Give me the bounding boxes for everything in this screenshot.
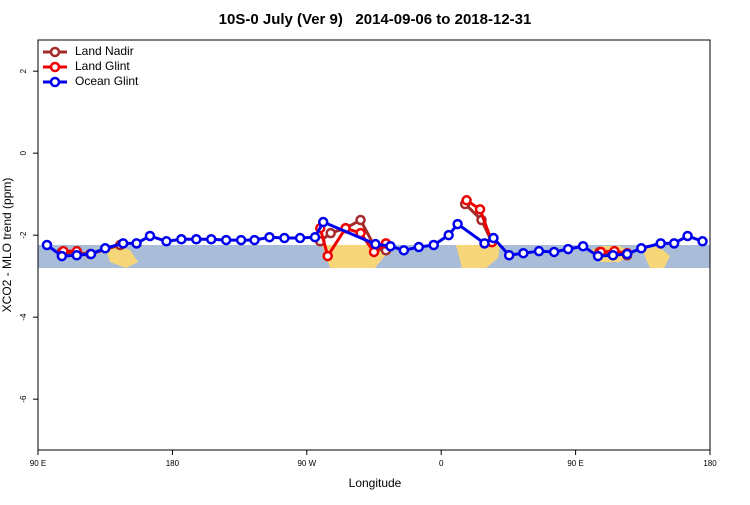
- point: [697, 236, 708, 247]
- point: [428, 239, 439, 251]
- legend-marker: [49, 76, 61, 88]
- point: [668, 238, 680, 249]
- point: [461, 195, 472, 206]
- x-tick-label: 180: [166, 459, 180, 468]
- point: [607, 250, 619, 261]
- point: [85, 248, 97, 260]
- point: [322, 250, 333, 262]
- point: [279, 232, 290, 244]
- point: [479, 238, 490, 249]
- point: [99, 243, 111, 254]
- point: [577, 240, 589, 252]
- point: [443, 229, 454, 241]
- x-tick-label: 90 E: [567, 459, 583, 468]
- point: [131, 238, 142, 249]
- point: [191, 234, 202, 245]
- point: [355, 214, 366, 226]
- point: [220, 234, 232, 246]
- x-tick-label: 0: [439, 459, 444, 468]
- point: [682, 230, 693, 242]
- point: [655, 238, 666, 249]
- point: [474, 204, 486, 215]
- y-axis-label: XCO2 - MLO trend (ppm): [0, 178, 14, 313]
- series-line: [63, 199, 628, 260]
- point: [56, 250, 68, 262]
- point: [117, 238, 129, 249]
- point: [249, 234, 260, 246]
- point: [370, 238, 381, 250]
- legend-marker: [49, 46, 61, 58]
- y-tick-label: 0: [19, 150, 28, 155]
- point: [518, 247, 529, 259]
- point: [176, 234, 187, 245]
- x-axis-label: Longitude: [349, 476, 402, 490]
- point: [264, 231, 275, 243]
- point: [161, 236, 172, 247]
- point: [503, 250, 515, 261]
- point: [562, 243, 574, 255]
- point: [592, 250, 604, 262]
- point: [413, 241, 425, 253]
- plot-frame: [37, 39, 711, 451]
- chart-title: 10S-0 July (Ver 9) 2014-09-06 to 2018-12…: [219, 11, 532, 28]
- point: [533, 245, 545, 257]
- point: [488, 232, 499, 244]
- y-tick-label: -4: [19, 313, 28, 321]
- point: [309, 231, 321, 243]
- point: [636, 243, 647, 254]
- point: [205, 234, 217, 245]
- y-tick-label: -6: [19, 395, 28, 403]
- x-tick-label: 180: [703, 459, 717, 468]
- point: [385, 240, 396, 252]
- y-tick-label: 2: [19, 68, 28, 73]
- point: [621, 248, 633, 260]
- point: [398, 245, 410, 256]
- point: [317, 216, 329, 228]
- point: [235, 234, 247, 246]
- point: [144, 230, 156, 242]
- x-tick-label: 90 W: [297, 459, 316, 468]
- legend-label: Land Nadir: [75, 44, 134, 58]
- legend-marker: [49, 61, 61, 73]
- point: [41, 239, 53, 251]
- legend-label: Ocean Glint: [75, 74, 139, 88]
- x-tick-label: 90 E: [30, 459, 46, 468]
- point: [452, 218, 463, 230]
- point: [325, 227, 336, 239]
- point: [294, 232, 306, 244]
- y-tick-label: -2: [19, 231, 28, 239]
- legend-label: Land Glint: [75, 59, 130, 73]
- point: [71, 250, 83, 261]
- point: [548, 246, 560, 258]
